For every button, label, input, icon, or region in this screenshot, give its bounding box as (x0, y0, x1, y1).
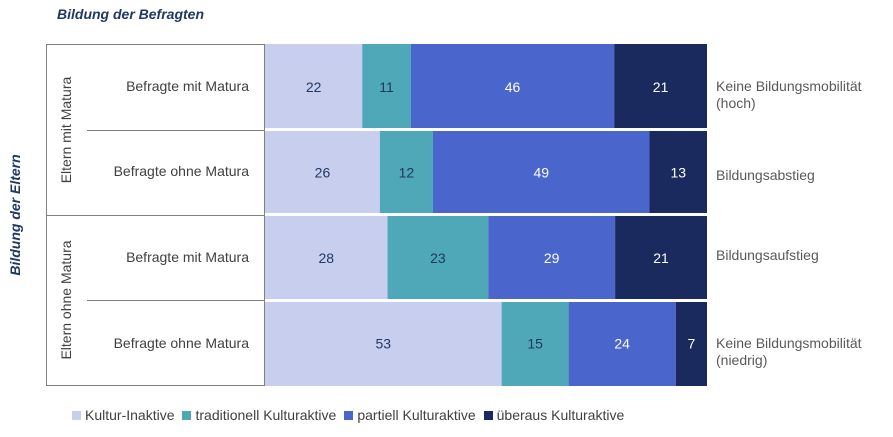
legend-label: partiell Kulturaktive (357, 407, 476, 423)
bar-segment-traditionell (379, 129, 433, 215)
bar-gap (265, 213, 707, 216)
row-label: Befragte ohne Matura (113, 335, 249, 351)
legend-label: Kultur-Inaktive (85, 407, 175, 423)
legend-swatch (72, 410, 81, 420)
mobility-label-niedrig: Keine Bildungsmobilität (niedrig) (716, 335, 862, 369)
bar-segment-ueberaus (614, 44, 707, 130)
legend-label: überaus Kulturaktive (496, 407, 625, 423)
stacked-bar-chart: 22 11 46 21 26 12 49 13 28 23 29 21 53 15 24 7 (265, 44, 707, 386)
bar-segment-traditionell (501, 300, 569, 386)
row-separator-line-2 (87, 300, 264, 301)
data-label: 7 (687, 335, 695, 351)
bar-gap (265, 128, 707, 131)
outer-top-line (46, 44, 264, 45)
legend-item-partiell: partiell Kulturaktive (344, 407, 476, 423)
mobility-label-line: (niedrig) (716, 352, 768, 368)
legend-item-kultur-inaktive: Kultur-Inaktive (72, 407, 174, 423)
data-label: 21 (653, 79, 669, 95)
data-label: 23 (430, 250, 446, 266)
data-label: 22 (306, 79, 322, 95)
category-axis-line (264, 44, 265, 386)
bar-segment-ueberaus (649, 129, 707, 215)
group-label-eltern-mit-matura: Eltern mit Matura (58, 76, 74, 184)
mobility-label-line: Bildungsabstieg (716, 167, 815, 183)
bar-segment-kultur-inaktive (265, 44, 363, 130)
side-title-container: Bildung der Eltern (0, 44, 30, 386)
legend: Kultur-Inaktive traditionell Kulturaktiv… (72, 406, 632, 424)
legend-item-traditionell: traditionell Kulturaktive (182, 407, 336, 423)
row-label: Befragte mit Matura (126, 78, 249, 94)
row-label: Befragte ohne Matura (113, 163, 249, 179)
bar-gap (265, 299, 707, 302)
bar-segment-partiell (410, 44, 615, 130)
data-label: 53 (376, 335, 392, 351)
mobility-label-hoch: Keine Bildungsmobilität (hoch) (716, 78, 862, 112)
data-label: 24 (614, 335, 630, 351)
data-label: 12 (399, 164, 415, 180)
row-separator-line-1 (87, 130, 264, 131)
data-label: 13 (670, 164, 686, 180)
bar-segment-kultur-inaktive (265, 129, 380, 215)
data-label: 26 (315, 164, 331, 180)
chart-title: Bildung der Befragten (57, 6, 205, 22)
mobility-label-line: Keine Bildungsmobilität (716, 78, 862, 94)
bar-segment-ueberaus (615, 215, 707, 301)
mobility-label-line: Bildungsaufstieg (716, 247, 819, 263)
group-separator-line (46, 215, 264, 216)
bar-segment-kultur-inaktive (265, 300, 502, 386)
data-label: 29 (544, 250, 560, 266)
group-label-eltern-ohne-matura: Eltern ohne Matura (58, 240, 74, 360)
data-label: 21 (653, 250, 669, 266)
bar-segment-ueberaus (675, 300, 707, 386)
mobility-label-line: (hoch) (716, 95, 756, 111)
legend-swatch (344, 410, 354, 420)
outer-bottom-line (46, 385, 264, 386)
data-label: 15 (527, 335, 543, 351)
bar-segment-partiell (432, 129, 650, 215)
data-label: 11 (379, 79, 394, 95)
legend-label: traditionell Kulturaktive (195, 407, 337, 423)
data-label: 49 (533, 164, 549, 180)
row-label: Befragte mit Matura (126, 249, 249, 265)
data-label: 28 (318, 250, 334, 266)
legend-swatch (483, 410, 493, 420)
bar-segment-partiell (488, 215, 616, 301)
legend-item-ueberaus: überaus Kulturaktive (483, 407, 625, 423)
mobility-label-aufstieg: Bildungsaufstieg (716, 247, 819, 264)
legend-swatch (182, 410, 192, 420)
y-axis-title: Bildung der Eltern (7, 154, 23, 276)
bar-segment-traditionell (387, 215, 489, 301)
mobility-label-abstieg: Bildungsabstieg (716, 167, 815, 184)
bar-segment-partiell (568, 300, 676, 386)
mobility-label-line: Keine Bildungsmobilität (716, 335, 862, 351)
data-label: 46 (505, 79, 521, 95)
bar-segment-traditionell (362, 44, 411, 130)
bar-segment-kultur-inaktive (265, 215, 388, 301)
